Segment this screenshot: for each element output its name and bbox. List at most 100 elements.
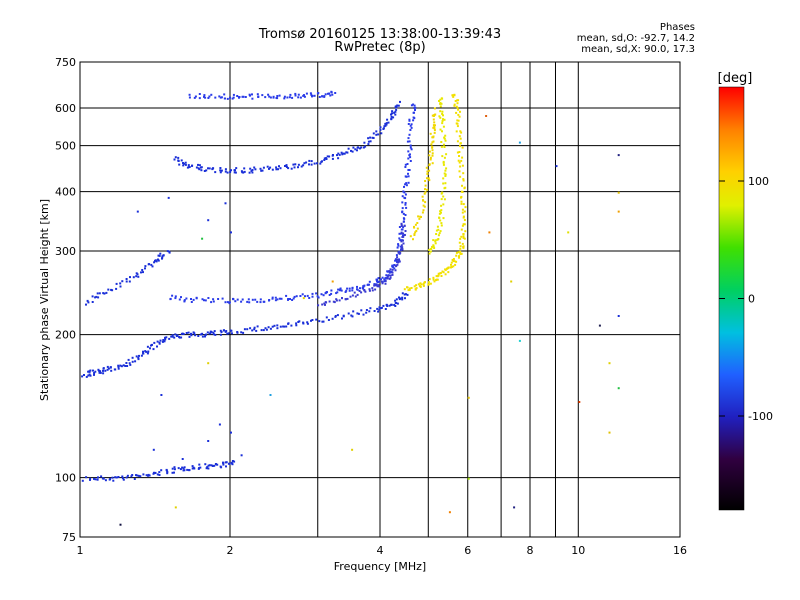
data-point	[187, 164, 190, 167]
data-point	[402, 235, 405, 238]
data-point	[210, 301, 213, 304]
data-point	[417, 283, 420, 286]
data-point	[129, 276, 131, 279]
data-point	[391, 268, 394, 271]
data-point	[208, 95, 211, 98]
data-point	[408, 169, 411, 171]
data-point	[381, 282, 384, 285]
data-point	[308, 297, 311, 299]
data-point	[398, 226, 401, 228]
data-point	[267, 93, 270, 96]
data-point	[320, 293, 323, 296]
data-point	[408, 140, 411, 143]
data-point	[397, 261, 400, 264]
data-point	[441, 122, 444, 125]
data-point	[396, 302, 399, 305]
data-point	[379, 128, 382, 131]
data-point	[276, 327, 279, 330]
data-point	[122, 478, 125, 481]
data-point	[85, 303, 87, 306]
data-point	[398, 258, 400, 261]
data-point	[362, 146, 365, 149]
data-point	[400, 225, 403, 227]
data-point	[316, 295, 319, 298]
data-point	[154, 259, 157, 262]
data-point	[441, 270, 444, 273]
data-point	[297, 166, 299, 169]
data-point	[186, 468, 189, 471]
data-point	[617, 210, 620, 213]
data-point	[437, 234, 440, 237]
data-point	[119, 285, 122, 288]
data-point	[460, 235, 463, 238]
data-point	[226, 332, 229, 335]
data-point	[233, 171, 236, 174]
data-point	[207, 97, 210, 99]
data-point	[439, 219, 442, 222]
data-point	[110, 369, 113, 372]
data-point	[429, 158, 432, 161]
data-point	[337, 288, 340, 291]
data-point	[365, 309, 368, 311]
data-point	[152, 448, 155, 451]
data-point	[185, 297, 188, 300]
data-point	[434, 124, 436, 127]
data-point	[413, 104, 416, 107]
data-point	[201, 335, 204, 338]
data-point	[424, 180, 427, 182]
data-point	[457, 99, 460, 102]
data-point	[279, 167, 282, 170]
data-point	[188, 335, 191, 338]
data-point	[230, 169, 232, 172]
data-point	[134, 360, 137, 363]
data-point	[404, 297, 406, 300]
data-point	[249, 327, 252, 330]
data-point	[346, 297, 349, 300]
data-point	[350, 314, 353, 317]
data-point	[462, 233, 465, 236]
data-point	[436, 225, 439, 228]
data-point	[181, 466, 184, 469]
data-point	[197, 163, 199, 166]
data-point	[190, 298, 192, 300]
data-point	[441, 155, 444, 158]
data-point	[180, 296, 182, 299]
data-point	[367, 137, 370, 140]
data-point	[440, 209, 443, 212]
data-point	[458, 255, 461, 258]
data-point	[401, 298, 404, 301]
data-point	[219, 465, 222, 468]
data-point	[219, 167, 222, 169]
data-point	[443, 137, 446, 140]
data-point	[393, 264, 396, 266]
data-point	[205, 467, 208, 470]
data-point	[340, 151, 343, 154]
data-point	[341, 297, 343, 300]
data-point	[333, 301, 336, 304]
data-point	[342, 314, 345, 317]
data-point	[400, 228, 403, 231]
data-point	[89, 478, 91, 481]
data-point	[485, 115, 488, 117]
data-point	[459, 165, 462, 168]
data-point	[294, 163, 297, 166]
data-point	[157, 254, 160, 257]
data-point	[404, 230, 407, 232]
data-point	[230, 332, 233, 335]
data-point	[216, 463, 219, 466]
data-point	[234, 300, 237, 303]
data-point	[242, 95, 245, 98]
data-point	[377, 310, 380, 313]
data-point	[402, 220, 405, 223]
data-point	[171, 334, 174, 337]
data-point	[456, 125, 459, 128]
data-point	[130, 475, 133, 478]
data-point	[107, 288, 110, 291]
data-point	[463, 210, 466, 213]
plot-frame	[79, 61, 681, 538]
data-point	[461, 156, 464, 159]
data-point	[200, 169, 203, 172]
data-point	[340, 289, 343, 292]
data-point	[463, 237, 466, 240]
